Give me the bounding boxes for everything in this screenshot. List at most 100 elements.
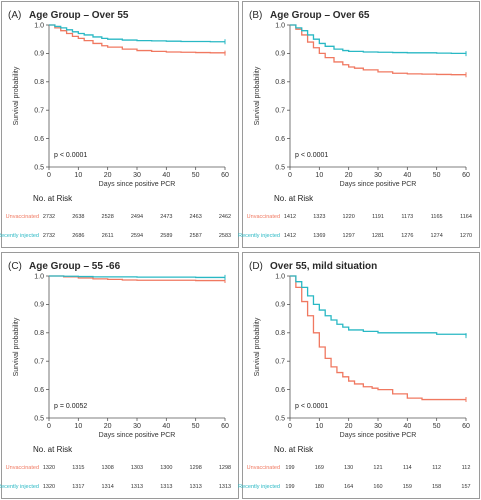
risk-table-title: No. at Risk (33, 445, 73, 454)
x-tick-label: 40 (403, 423, 411, 430)
risk-count: 1297 (343, 233, 355, 239)
y-tick-label: 0.6 (275, 136, 285, 143)
panel-border (1, 252, 239, 499)
risk-count: 2732 (43, 233, 55, 239)
risk-count: 2463 (190, 214, 202, 220)
risk-count: 2732 (43, 214, 55, 220)
risk-count: 1220 (343, 214, 355, 220)
x-tick-label: 60 (462, 423, 470, 430)
x-tick-label: 50 (192, 423, 200, 430)
x-tick-label: 40 (403, 172, 411, 179)
panel-label: (B) (249, 10, 262, 21)
x-tick-label: 60 (221, 423, 229, 430)
risk-count: 2594 (131, 233, 143, 239)
x-axis-label: Days since positive PCR (99, 181, 176, 188)
risk-count: 1369 (313, 233, 325, 239)
y-tick-label: 0.7 (34, 359, 44, 366)
risk-count: 1165 (431, 214, 443, 220)
risk-count: 2462 (219, 214, 231, 220)
y-axis-label: Survival probability (13, 317, 20, 376)
y-tick-label: 0.9 (34, 302, 44, 309)
km-curve-recently-injected (49, 24, 225, 43)
x-tick-label: 0 (47, 172, 51, 179)
panel-title: Age Group – Over 65 (270, 10, 370, 21)
km-curve-unvaccinated (290, 24, 466, 76)
y-axis-label: Survival probability (254, 317, 261, 376)
risk-count: 1323 (313, 214, 325, 220)
panel-2: (C) Age Group – 55 -66 0.5 0.6 0.7 0.8 0.9 1.0 0… (0, 252, 239, 499)
y-axis-label: Survival probability (13, 66, 20, 125)
risk-count: 180 (315, 484, 324, 490)
risk-count: 112 (462, 465, 471, 471)
panel-title: Age Group – Over 55 (29, 10, 129, 21)
y-tick-label: 0.7 (275, 108, 285, 115)
km-curve-unvaccinated (290, 275, 466, 401)
panel-0: (A) Age Group – Over 55 0.5 0.6 0.7 0.8 0.9 1.0… (0, 1, 239, 248)
risk-count: 199 (285, 465, 294, 471)
risk-count: 1315 (72, 465, 84, 471)
risk-row-label: Unvaccinated (247, 214, 280, 220)
x-tick-label: 10 (74, 172, 82, 179)
x-tick-label: 30 (374, 172, 382, 179)
y-tick-label: 0.8 (34, 79, 44, 86)
y-tick-label: 1.0 (275, 273, 285, 280)
y-tick-label: 1.0 (275, 22, 285, 29)
risk-count: 158 (432, 484, 441, 490)
p-value: p = 0.0052 (54, 403, 87, 410)
risk-count: 160 (373, 484, 382, 490)
x-axis-label: Days since positive PCR (99, 432, 176, 439)
risk-table-title: No. at Risk (274, 194, 314, 203)
panel-1: (B) Age Group – Over 65 0.5 0.6 0.7 0.8 0.9 1.0… (238, 1, 480, 248)
risk-row-label: Unvaccinated (6, 465, 39, 471)
risk-count: 164 (344, 484, 353, 490)
km-curve-recently-injected (290, 24, 467, 55)
risk-count: 1164 (460, 214, 472, 220)
x-tick-label: 40 (162, 423, 170, 430)
risk-count: 1274 (431, 233, 443, 239)
risk-count: 1303 (131, 465, 143, 471)
panel-title: Over 55, mild situation (270, 261, 377, 272)
panel-border (242, 252, 480, 499)
risk-count: 112 (432, 465, 441, 471)
y-tick-label: 0.7 (34, 108, 44, 115)
risk-row-label: Recently injected (238, 233, 280, 239)
risk-count: 114 (403, 465, 412, 471)
x-tick-label: 30 (374, 423, 382, 430)
panel-title: Age Group – 55 -66 (29, 261, 121, 272)
risk-row-label: Recently injected (0, 484, 39, 490)
y-tick-label: 0.9 (34, 51, 44, 58)
x-tick-label: 20 (104, 172, 112, 179)
risk-count: 1412 (284, 233, 296, 239)
risk-count: 2587 (190, 233, 202, 239)
y-tick-label: 0.8 (34, 330, 44, 337)
p-value: p < 0.0001 (295, 403, 328, 410)
panel-label: (D) (249, 261, 263, 272)
risk-count: 1270 (460, 233, 472, 239)
risk-count: 1300 (160, 465, 172, 471)
km-curve-recently-injected (49, 275, 225, 279)
y-tick-label: 0.5 (275, 164, 285, 171)
y-tick-label: 1.0 (34, 22, 44, 29)
km-curve-recently-injected (290, 275, 467, 336)
p-value: p < 0.0001 (54, 152, 87, 159)
x-tick-label: 10 (315, 172, 323, 179)
risk-count: 159 (403, 484, 412, 490)
risk-count: 2611 (102, 233, 114, 239)
x-axis-label: Days since positive PCR (340, 432, 417, 439)
y-tick-label: 0.6 (34, 136, 44, 143)
x-tick-label: 20 (104, 423, 112, 430)
risk-row-label: Unvaccinated (247, 465, 280, 471)
risk-count: 121 (373, 465, 382, 471)
panel-3: (D) Over 55, mild situation 0.5 0.6 0.7 0.8 0.… (238, 252, 480, 499)
risk-count: 2638 (72, 214, 84, 220)
y-tick-label: 0.8 (275, 79, 285, 86)
x-tick-label: 20 (345, 172, 353, 179)
risk-count: 1320 (43, 484, 55, 490)
x-tick-label: 40 (162, 172, 170, 179)
risk-count: 1308 (102, 465, 114, 471)
y-tick-label: 0.5 (34, 415, 44, 422)
y-tick-label: 0.5 (275, 415, 285, 422)
y-tick-label: 0.8 (275, 330, 285, 337)
risk-count: 1313 (219, 484, 231, 490)
